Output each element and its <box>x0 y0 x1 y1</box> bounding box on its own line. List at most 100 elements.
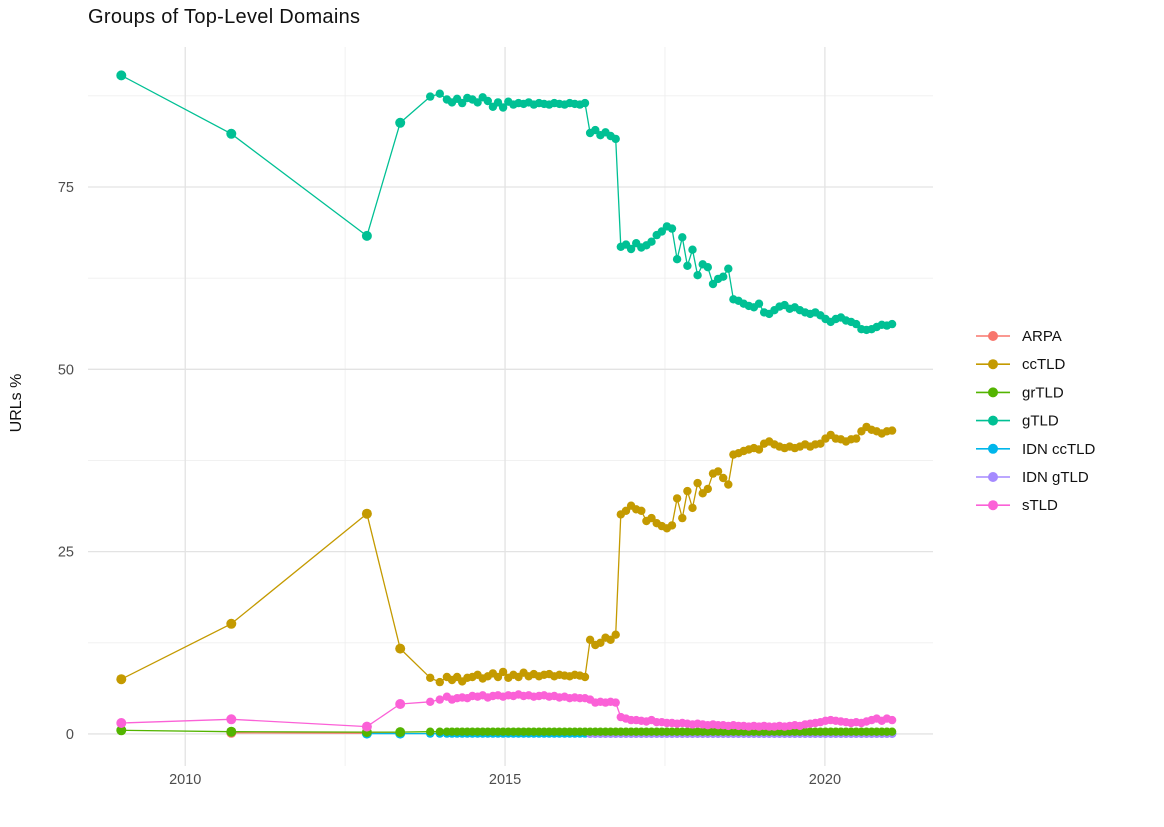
x-tick-label: 2015 <box>489 772 521 788</box>
data-point <box>688 503 697 513</box>
legend-label: IDN gTLD <box>1022 469 1089 486</box>
legend-key-dot <box>988 472 998 482</box>
data-point <box>395 643 406 654</box>
legend-item-idn-cctld: IDN ccTLD <box>976 441 1096 458</box>
legend-label: ccTLD <box>1022 356 1066 373</box>
data-point <box>426 673 435 682</box>
data-point <box>606 635 615 644</box>
data-point <box>657 227 666 236</box>
legend-label: ARPA <box>1022 328 1062 345</box>
data-point <box>754 299 764 308</box>
data-point <box>852 319 861 329</box>
legend-key-dot <box>988 359 998 370</box>
data-point <box>226 618 237 629</box>
data-point <box>426 92 435 101</box>
data-point <box>361 508 372 519</box>
legend-key-dot <box>988 415 998 426</box>
data-point <box>458 98 467 108</box>
data-point <box>672 494 682 503</box>
data-point <box>435 727 444 736</box>
data-point <box>580 98 590 108</box>
data-point <box>887 426 897 435</box>
data-point <box>678 233 687 242</box>
data-point <box>395 727 406 738</box>
data-point <box>435 695 444 704</box>
legend-label: sTLD <box>1022 497 1058 514</box>
series-grtld <box>116 725 897 738</box>
data-point <box>887 319 897 329</box>
legend-item-gtld: gTLD <box>976 413 1059 430</box>
data-point <box>683 261 692 270</box>
data-point <box>493 98 503 107</box>
data-point <box>435 89 444 98</box>
data-point <box>887 727 897 736</box>
data-point <box>498 667 508 677</box>
data-point <box>852 434 861 443</box>
chart-title: Groups of Top-Level Domains <box>88 6 361 28</box>
data-point <box>580 672 590 682</box>
data-point <box>754 445 764 454</box>
legend-label: IDN ccTLD <box>1022 441 1096 458</box>
data-point <box>611 630 620 639</box>
data-point <box>724 480 733 489</box>
data-point <box>116 70 127 81</box>
data-point <box>703 263 712 272</box>
data-point <box>585 635 595 644</box>
data-point <box>688 245 697 254</box>
data-point <box>647 237 656 246</box>
data-point <box>708 279 718 289</box>
series-line <box>121 426 893 683</box>
data-point <box>693 478 702 488</box>
legend-item-cctld: ccTLD <box>976 356 1066 373</box>
data-point <box>395 699 406 709</box>
data-point <box>116 718 127 728</box>
x-tick-label: 2010 <box>169 772 201 788</box>
data-point <box>667 521 677 530</box>
legend-item-arpa: ARPA <box>976 328 1062 345</box>
legend: ARPA ccTLD grTLD gTLD IDN ccTLD IDN gTLD sTLD <box>976 328 1096 514</box>
data-point <box>693 271 702 280</box>
data-point <box>724 264 733 273</box>
data-point <box>473 98 482 107</box>
y-tick-label: 25 <box>58 545 74 561</box>
legend-key-dot <box>988 331 998 341</box>
data-point <box>611 134 620 144</box>
data-point <box>647 513 656 523</box>
data-point <box>626 244 636 254</box>
data-point <box>591 125 600 135</box>
data-point <box>226 726 237 737</box>
data-point <box>719 473 728 483</box>
data-point <box>426 727 435 736</box>
y-tick-label: 50 <box>58 362 74 378</box>
data-point <box>667 224 677 233</box>
series-line <box>121 693 893 728</box>
data-point <box>493 672 503 682</box>
legend-label: grTLD <box>1022 384 1064 401</box>
legend-key-dot <box>988 387 998 398</box>
data-point <box>703 484 712 494</box>
data-point <box>596 638 605 647</box>
data-point <box>435 677 444 687</box>
data-point <box>637 506 646 515</box>
legend-key-dot <box>988 443 998 454</box>
gridlines-major <box>88 47 933 766</box>
data-point <box>395 117 406 128</box>
data-point <box>426 697 435 706</box>
series-cctld <box>116 422 897 687</box>
legend-key-dot <box>988 500 998 511</box>
series-stld <box>116 690 897 732</box>
data-point <box>713 467 723 476</box>
data-point <box>678 513 687 523</box>
legend-item-idn-gtld: IDN gTLD <box>976 469 1089 486</box>
gridlines-minor <box>88 47 933 766</box>
data-point <box>361 230 372 241</box>
data-point <box>498 103 508 112</box>
legend-label: gTLD <box>1022 413 1059 430</box>
data-point <box>483 96 492 106</box>
data-point <box>683 486 692 496</box>
data-point <box>887 715 897 725</box>
data-point <box>672 255 682 264</box>
data-point <box>621 506 631 515</box>
